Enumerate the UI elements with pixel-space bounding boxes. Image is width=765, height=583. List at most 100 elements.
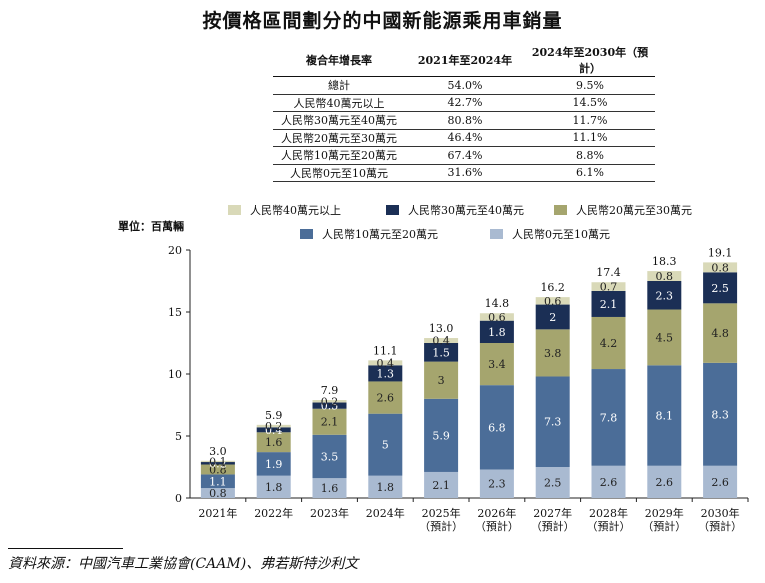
data-label: 2.6 [377, 392, 395, 405]
bar-segment [479, 469, 514, 498]
total-label: 7.9 [321, 384, 339, 397]
stacked-bar-chart: 051015200.81.10.80.20.13.02021年1.81.91.6… [168, 244, 749, 533]
bar-segment [424, 361, 459, 399]
data-label: 0.8 [209, 463, 227, 476]
bar-segment [703, 272, 738, 304]
data-label: 6.8 [488, 421, 506, 434]
legend-label: 人民幣20萬元至30萬元 [576, 204, 692, 217]
table-cell-value: 54.0% [405, 76, 525, 95]
data-label: 1.8 [265, 481, 283, 494]
bar-segment [591, 316, 626, 370]
legend-swatch [228, 205, 241, 215]
bar-segment [591, 290, 626, 317]
data-label: 2.1 [600, 298, 618, 311]
bar-segment [256, 424, 291, 428]
source-note: 資料來源：中國汽車工業協會(CAAM)、弗若斯特沙利文 [8, 556, 359, 572]
table-cell-label: 人民幣20萬元至30萬元 [273, 129, 405, 147]
data-label: 0.8 [711, 261, 729, 274]
data-label: 4.5 [656, 331, 674, 344]
bar-segment [256, 427, 291, 433]
data-label: 4.2 [600, 337, 618, 350]
table-cell-label: 人民幣0元至10萬元 [273, 164, 405, 182]
data-label: 5.9 [432, 429, 450, 442]
data-label: 1.9 [265, 458, 283, 471]
legend-label: 人民幣0元至10萬元 [512, 228, 610, 241]
bar-segment [591, 465, 626, 498]
bar-segment [479, 320, 514, 343]
bar-segment [703, 262, 738, 273]
table-cell-value: 31.6% [405, 164, 525, 182]
table-cell-value: 14.5% [525, 94, 655, 112]
legend-label: 人民幣30萬元至40萬元 [408, 204, 524, 217]
bar-segment [647, 309, 682, 366]
legend-label: 人民幣10萬元至20萬元 [322, 228, 438, 241]
data-label: 0.8 [656, 270, 674, 283]
bar-segment [535, 329, 570, 377]
bar-segment [479, 343, 514, 386]
data-label: 7.3 [544, 416, 562, 429]
total-label: 18.3 [652, 255, 677, 268]
bar-segment [368, 475, 403, 498]
bar-segment [256, 475, 291, 498]
bar-segment [200, 464, 235, 475]
x-tick-label: （預計） [475, 519, 519, 533]
bar-segment [312, 408, 347, 435]
legend-label: 人民幣40萬元以上 [250, 204, 341, 217]
bar-segment [591, 282, 626, 291]
data-label: 2 [549, 311, 556, 324]
data-label: 0.2 [321, 395, 339, 408]
data-label: 2.1 [321, 416, 339, 429]
table-cell-value: 80.8% [405, 111, 525, 130]
data-label: 3 [438, 374, 445, 387]
data-label: 1.8 [488, 326, 506, 339]
bar-segment [703, 362, 738, 466]
source-divider [8, 548, 123, 549]
bar-segment [703, 303, 738, 363]
data-label: 0.8 [209, 487, 227, 500]
x-tick-label: （預計） [698, 519, 742, 533]
data-label: 1.3 [377, 367, 395, 380]
y-tick-label: 0 [175, 492, 182, 505]
data-label: 2.5 [711, 282, 729, 295]
total-label: 5.9 [265, 409, 283, 422]
data-label: 1.1 [209, 475, 227, 488]
table-row: 人民幣40萬元以上 42.7% 14.5% [273, 94, 655, 112]
data-label: 7.8 [600, 411, 618, 424]
data-label: 3.8 [544, 347, 562, 360]
total-label: 19.1 [708, 246, 733, 259]
bar-segment [424, 338, 459, 343]
bar-segment [368, 381, 403, 414]
data-label: 5 [382, 439, 389, 452]
bar-segment [479, 385, 514, 470]
table-row: 人民幣30萬元至40萬元 80.8% 11.7% [273, 111, 655, 130]
legend-item-10-20: 人民幣10萬元至20萬元 [300, 226, 438, 242]
bar-segment [256, 432, 291, 453]
data-label: 2.5 [544, 477, 562, 490]
y-tick-label: 20 [168, 244, 182, 257]
x-tick-label: 2027年 [533, 506, 572, 520]
x-tick-label: 2025年 [422, 506, 461, 520]
bar-segment [647, 281, 682, 310]
bar-segment [256, 452, 291, 476]
data-label: 0.1 [209, 455, 227, 468]
bar-segment [368, 360, 403, 366]
table-cell-value: 9.5% [525, 76, 655, 95]
bar-segment [312, 402, 347, 409]
bar-segment [424, 471, 459, 498]
bar-segment [535, 467, 570, 498]
data-label: 2.6 [656, 476, 674, 489]
total-label: 16.2 [540, 281, 565, 294]
data-label: 0.2 [209, 457, 227, 470]
data-label: 2.3 [488, 478, 506, 491]
bar-segment [647, 271, 682, 281]
table-header-cell: 2024年至2030年（預計） [525, 44, 655, 77]
table-cell-value: 6.1% [525, 164, 655, 182]
table-cell-value: 42.7% [405, 94, 525, 112]
legend-swatch [386, 205, 399, 215]
y-tick-label: 15 [168, 306, 182, 319]
table-header-cell: 複合年增長率 [273, 44, 405, 77]
cagr-table: 複合年增長率 2021年至2024年 2024年至2030年（預計） 總計 54… [273, 44, 655, 182]
data-label: 1.6 [321, 482, 339, 495]
table-row: 人民幣0元至10萬元 31.6% 6.1% [273, 164, 655, 182]
table-cell-value: 67.4% [405, 146, 525, 165]
